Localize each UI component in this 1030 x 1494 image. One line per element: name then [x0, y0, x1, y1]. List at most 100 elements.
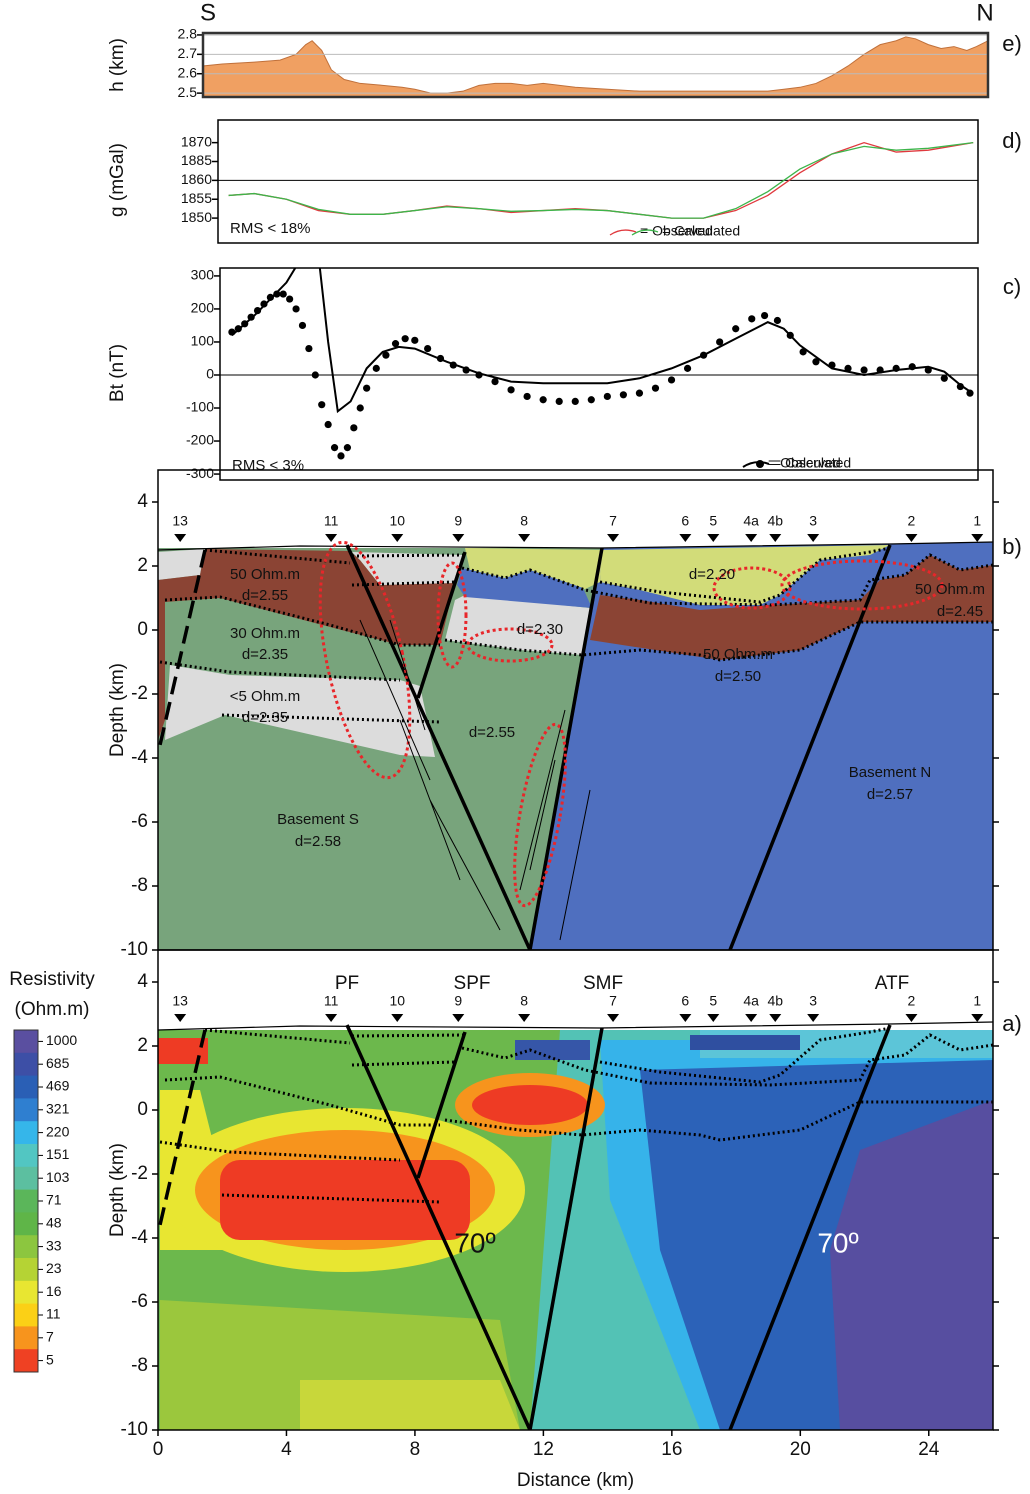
colorbar-label: 151	[46, 1146, 70, 1162]
colorbar-swatch	[14, 1098, 38, 1122]
station-label: 10	[389, 993, 405, 1009]
colorbar-swatch	[14, 1235, 38, 1259]
observed-point	[318, 401, 326, 409]
unit-label: d=2.55	[469, 724, 515, 741]
panel-label: e)	[1002, 31, 1022, 56]
station-marker	[905, 534, 918, 542]
observed-point	[253, 306, 262, 315]
y-tick-label: 2	[137, 1035, 148, 1056]
y-tick-label: -6	[131, 1291, 148, 1312]
station-marker	[707, 534, 720, 542]
y-tick-label: 1870	[181, 133, 212, 149]
station-label: 13	[172, 993, 188, 1009]
y-tick-label: 0	[137, 1099, 148, 1120]
colorbar-label: 33	[46, 1237, 62, 1253]
station-marker	[807, 534, 820, 542]
y-tick-label: 2	[137, 555, 148, 576]
observed-point	[539, 396, 547, 404]
station-label: 8	[520, 513, 528, 529]
observed-point	[401, 335, 409, 343]
legend-symbol	[609, 229, 637, 236]
station-marker	[607, 534, 620, 542]
colorbar-swatch	[14, 1030, 38, 1054]
legend-label: = Observed	[640, 223, 713, 239]
colorbar-swatch	[14, 1349, 38, 1373]
unit-label: d=2.50	[715, 668, 761, 685]
unit-label: 30 Ohm.m	[230, 625, 300, 642]
station-label: 1	[973, 993, 981, 1009]
observed-point	[292, 305, 300, 313]
colorbar-units: (Ohm.m)	[15, 999, 90, 1020]
unit-label: d=2.55	[242, 587, 288, 604]
colorbar-swatch	[14, 1121, 38, 1145]
colorbar-swatch	[14, 1258, 38, 1282]
y-tick-label: -10	[121, 1419, 148, 1440]
panel-label: c)	[1003, 274, 1021, 299]
colorbar-label: 5	[46, 1351, 54, 1367]
panel-frame	[217, 119, 979, 244]
unit-label: d=2.58	[295, 833, 341, 850]
unit-label: d=2.35	[242, 709, 288, 726]
unit-label: d=2.30	[517, 621, 563, 638]
dip-label: 70º	[817, 1227, 858, 1258]
observed-point	[324, 420, 332, 429]
unit-label: d=2.35	[242, 646, 288, 663]
colorbar-swatch	[14, 1052, 38, 1077]
panel-frame	[219, 267, 979, 481]
panel-label: a)	[1002, 1011, 1022, 1036]
series-line	[228, 141, 974, 219]
y-tick-label: -2	[131, 683, 148, 704]
y-tick-label: 2.5	[178, 84, 198, 100]
observed-point	[363, 384, 371, 392]
observed-point	[956, 382, 964, 391]
unit-label: d=2.45	[937, 603, 983, 620]
x-tick-label: 0	[153, 1439, 164, 1460]
colorbar-label: 103	[46, 1169, 70, 1185]
y-tick-label: 300	[191, 267, 215, 283]
observed-point	[748, 315, 756, 323]
station-marker	[325, 1014, 338, 1022]
observed-point	[266, 293, 274, 301]
observed-point	[635, 389, 644, 397]
station-label: 3	[809, 513, 817, 529]
station-label: 4a	[743, 993, 759, 1009]
annotation: RMS < 18%	[230, 220, 310, 237]
fault-label: SMF	[583, 973, 623, 994]
fault-label: PF	[335, 973, 359, 994]
observed-point	[372, 364, 380, 372]
colorbar-label: 16	[46, 1283, 62, 1299]
y-axis-title: Depth (km)	[107, 663, 128, 757]
y-tick-label: -200	[186, 432, 214, 448]
colorbar-swatch	[14, 1075, 38, 1099]
y-tick-label: 1850	[181, 209, 212, 225]
station-label: 4b	[767, 993, 783, 1009]
colorbar-swatch	[14, 1303, 38, 1327]
station-marker	[452, 534, 465, 542]
x-tick-label: 8	[410, 1439, 421, 1460]
station-label: 4b	[767, 513, 783, 529]
y-tick-label: 2.7	[178, 45, 198, 61]
observed-point	[491, 377, 499, 386]
direction-label: S	[200, 0, 216, 26]
legend-symbol	[742, 461, 770, 468]
y-tick-label: -8	[131, 1355, 148, 1376]
series-line	[231, 268, 971, 414]
observed-point	[619, 391, 627, 399]
y-tick-label: 1860	[181, 171, 212, 187]
station-label: 6	[681, 993, 689, 1009]
observed-point	[651, 384, 660, 392]
station-label: 4a	[743, 513, 759, 529]
station-label: 7	[609, 513, 617, 529]
observed-point	[330, 444, 339, 452]
y-tick-label: -4	[131, 1227, 148, 1248]
legend-label: = Calculated	[662, 223, 740, 239]
observed-point	[298, 321, 307, 330]
observed-point	[555, 397, 563, 406]
observed-point	[571, 397, 579, 406]
fault-label: SPF	[454, 973, 491, 994]
station-marker	[707, 1014, 720, 1022]
x-tick-label: 12	[533, 1439, 554, 1460]
station-marker	[391, 1014, 404, 1022]
colorbar-swatch	[14, 1280, 38, 1305]
